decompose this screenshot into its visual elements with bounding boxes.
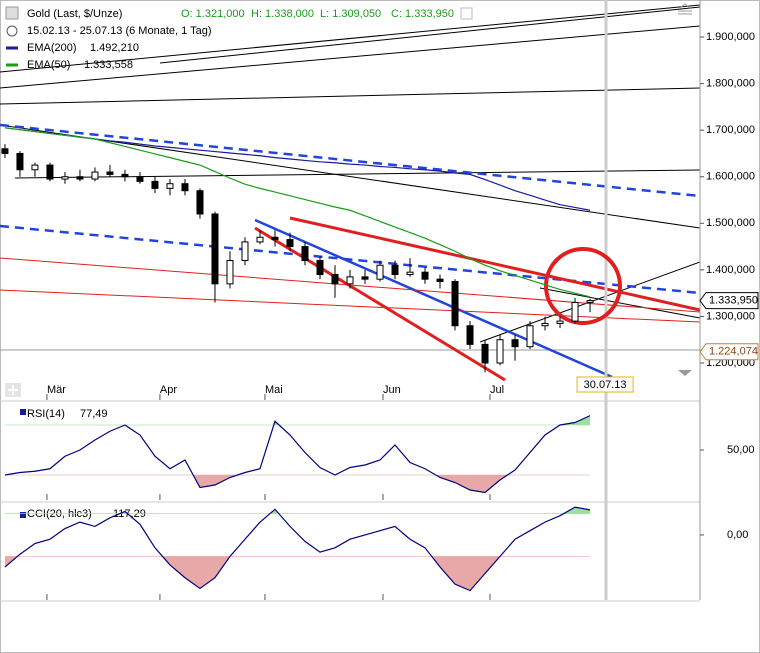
candle-body bbox=[256, 236, 264, 243]
candle-body bbox=[451, 281, 459, 327]
candle-body bbox=[106, 171, 114, 175]
oversold-fill bbox=[4, 475, 591, 493]
candle-body bbox=[151, 180, 159, 189]
candle-body bbox=[61, 176, 69, 180]
y-tick-label: 1.800,000 bbox=[706, 77, 755, 89]
candle-body bbox=[1, 148, 9, 154]
subtitle: 15.02.13 - 25.07.13 (6 Monate, 1 Tag) bbox=[27, 25, 211, 37]
candle-body bbox=[31, 164, 39, 171]
candle-body bbox=[211, 213, 219, 285]
indicator-line bbox=[4, 506, 591, 592]
y-tick-label: 50,00 bbox=[727, 444, 755, 456]
candle-body bbox=[286, 239, 294, 248]
candle-body bbox=[16, 152, 24, 171]
candle-body bbox=[421, 271, 429, 280]
candle-body bbox=[136, 176, 144, 182]
candle-body bbox=[526, 325, 534, 348]
ohlc-label: C: 1.333,950 bbox=[391, 8, 454, 20]
price-label-box bbox=[699, 292, 759, 310]
candle-body bbox=[586, 300, 594, 303]
y-tick-label: 0,00 bbox=[727, 529, 748, 541]
y-tick-label: 1.300,000 bbox=[706, 310, 755, 322]
candle-body bbox=[481, 343, 489, 364]
candle-body bbox=[196, 190, 204, 215]
indicator-line bbox=[4, 415, 591, 494]
candle-body bbox=[571, 301, 579, 322]
candle-body bbox=[541, 322, 549, 327]
candle-body bbox=[301, 246, 309, 262]
x-tick-label: Apr bbox=[160, 384, 177, 396]
candle-body bbox=[466, 325, 474, 345]
candle-body bbox=[391, 264, 399, 276]
candle-body bbox=[556, 320, 564, 324]
candle-body bbox=[511, 339, 519, 348]
oversold-fill bbox=[4, 556, 501, 591]
price-panel bbox=[1, 127, 594, 373]
candle-body bbox=[406, 271, 414, 276]
y-tick-label: 1.500,000 bbox=[706, 217, 755, 229]
candle-body bbox=[496, 339, 504, 364]
candle-body bbox=[241, 241, 249, 262]
title: Gold (Last, $/Unze) bbox=[27, 8, 122, 20]
ema-line bbox=[4, 127, 591, 298]
candle-body bbox=[46, 164, 54, 180]
candle-body bbox=[376, 264, 384, 280]
x-tick-label: Mai bbox=[265, 384, 283, 396]
candle-body bbox=[76, 176, 84, 180]
candle-body bbox=[91, 171, 99, 180]
candle-body bbox=[181, 183, 189, 192]
candle-body bbox=[331, 274, 339, 285]
legend-value: 1.333,558 bbox=[84, 59, 133, 71]
price-label: 1.224,074 bbox=[709, 346, 758, 358]
trend-lines bbox=[0, 4, 700, 382]
y-tick-label: 1.700,000 bbox=[706, 124, 755, 136]
ohlc-label: O: 1.321,000 bbox=[181, 8, 245, 20]
x-tick-label: Jul bbox=[490, 384, 504, 396]
ohlc-label: L: 1.309,050 bbox=[320, 8, 381, 20]
legend-name: EMA(200) bbox=[27, 42, 77, 54]
cursor-label: 30.07.13 bbox=[584, 379, 627, 391]
ohlc-label: H: 1.338,000 bbox=[251, 8, 314, 20]
candle-body bbox=[271, 236, 279, 241]
candle-body bbox=[361, 276, 369, 280]
ema-line bbox=[4, 127, 591, 211]
candle-body bbox=[166, 183, 174, 189]
highlight-circle bbox=[544, 247, 622, 325]
icons bbox=[5, 3, 692, 397]
legend-value: 1.492,210 bbox=[90, 42, 139, 54]
candle-body bbox=[226, 260, 234, 285]
candle-body bbox=[121, 173, 129, 178]
rsi-value: 77,49 bbox=[80, 408, 108, 420]
price-label: 1.333,950 bbox=[709, 295, 758, 307]
cursor-label-box bbox=[576, 376, 634, 393]
candle-body bbox=[436, 278, 444, 283]
rsi-title: RSI(14) bbox=[27, 408, 65, 420]
legend-name: EMA(50) bbox=[27, 59, 70, 71]
price-label-box bbox=[699, 343, 759, 361]
y-tick-label: 1.400,000 bbox=[706, 264, 755, 276]
y-tick-label: 1.600,000 bbox=[706, 171, 755, 183]
x-tick-label: Jun bbox=[383, 384, 401, 396]
candle-body bbox=[316, 260, 324, 276]
candle-body bbox=[346, 276, 354, 285]
y-tick-label: 1.900,000 bbox=[706, 31, 755, 43]
x-tick-label: Mär bbox=[47, 384, 66, 396]
